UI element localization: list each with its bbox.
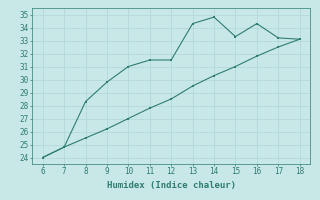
X-axis label: Humidex (Indice chaleur): Humidex (Indice chaleur) (107, 181, 236, 190)
